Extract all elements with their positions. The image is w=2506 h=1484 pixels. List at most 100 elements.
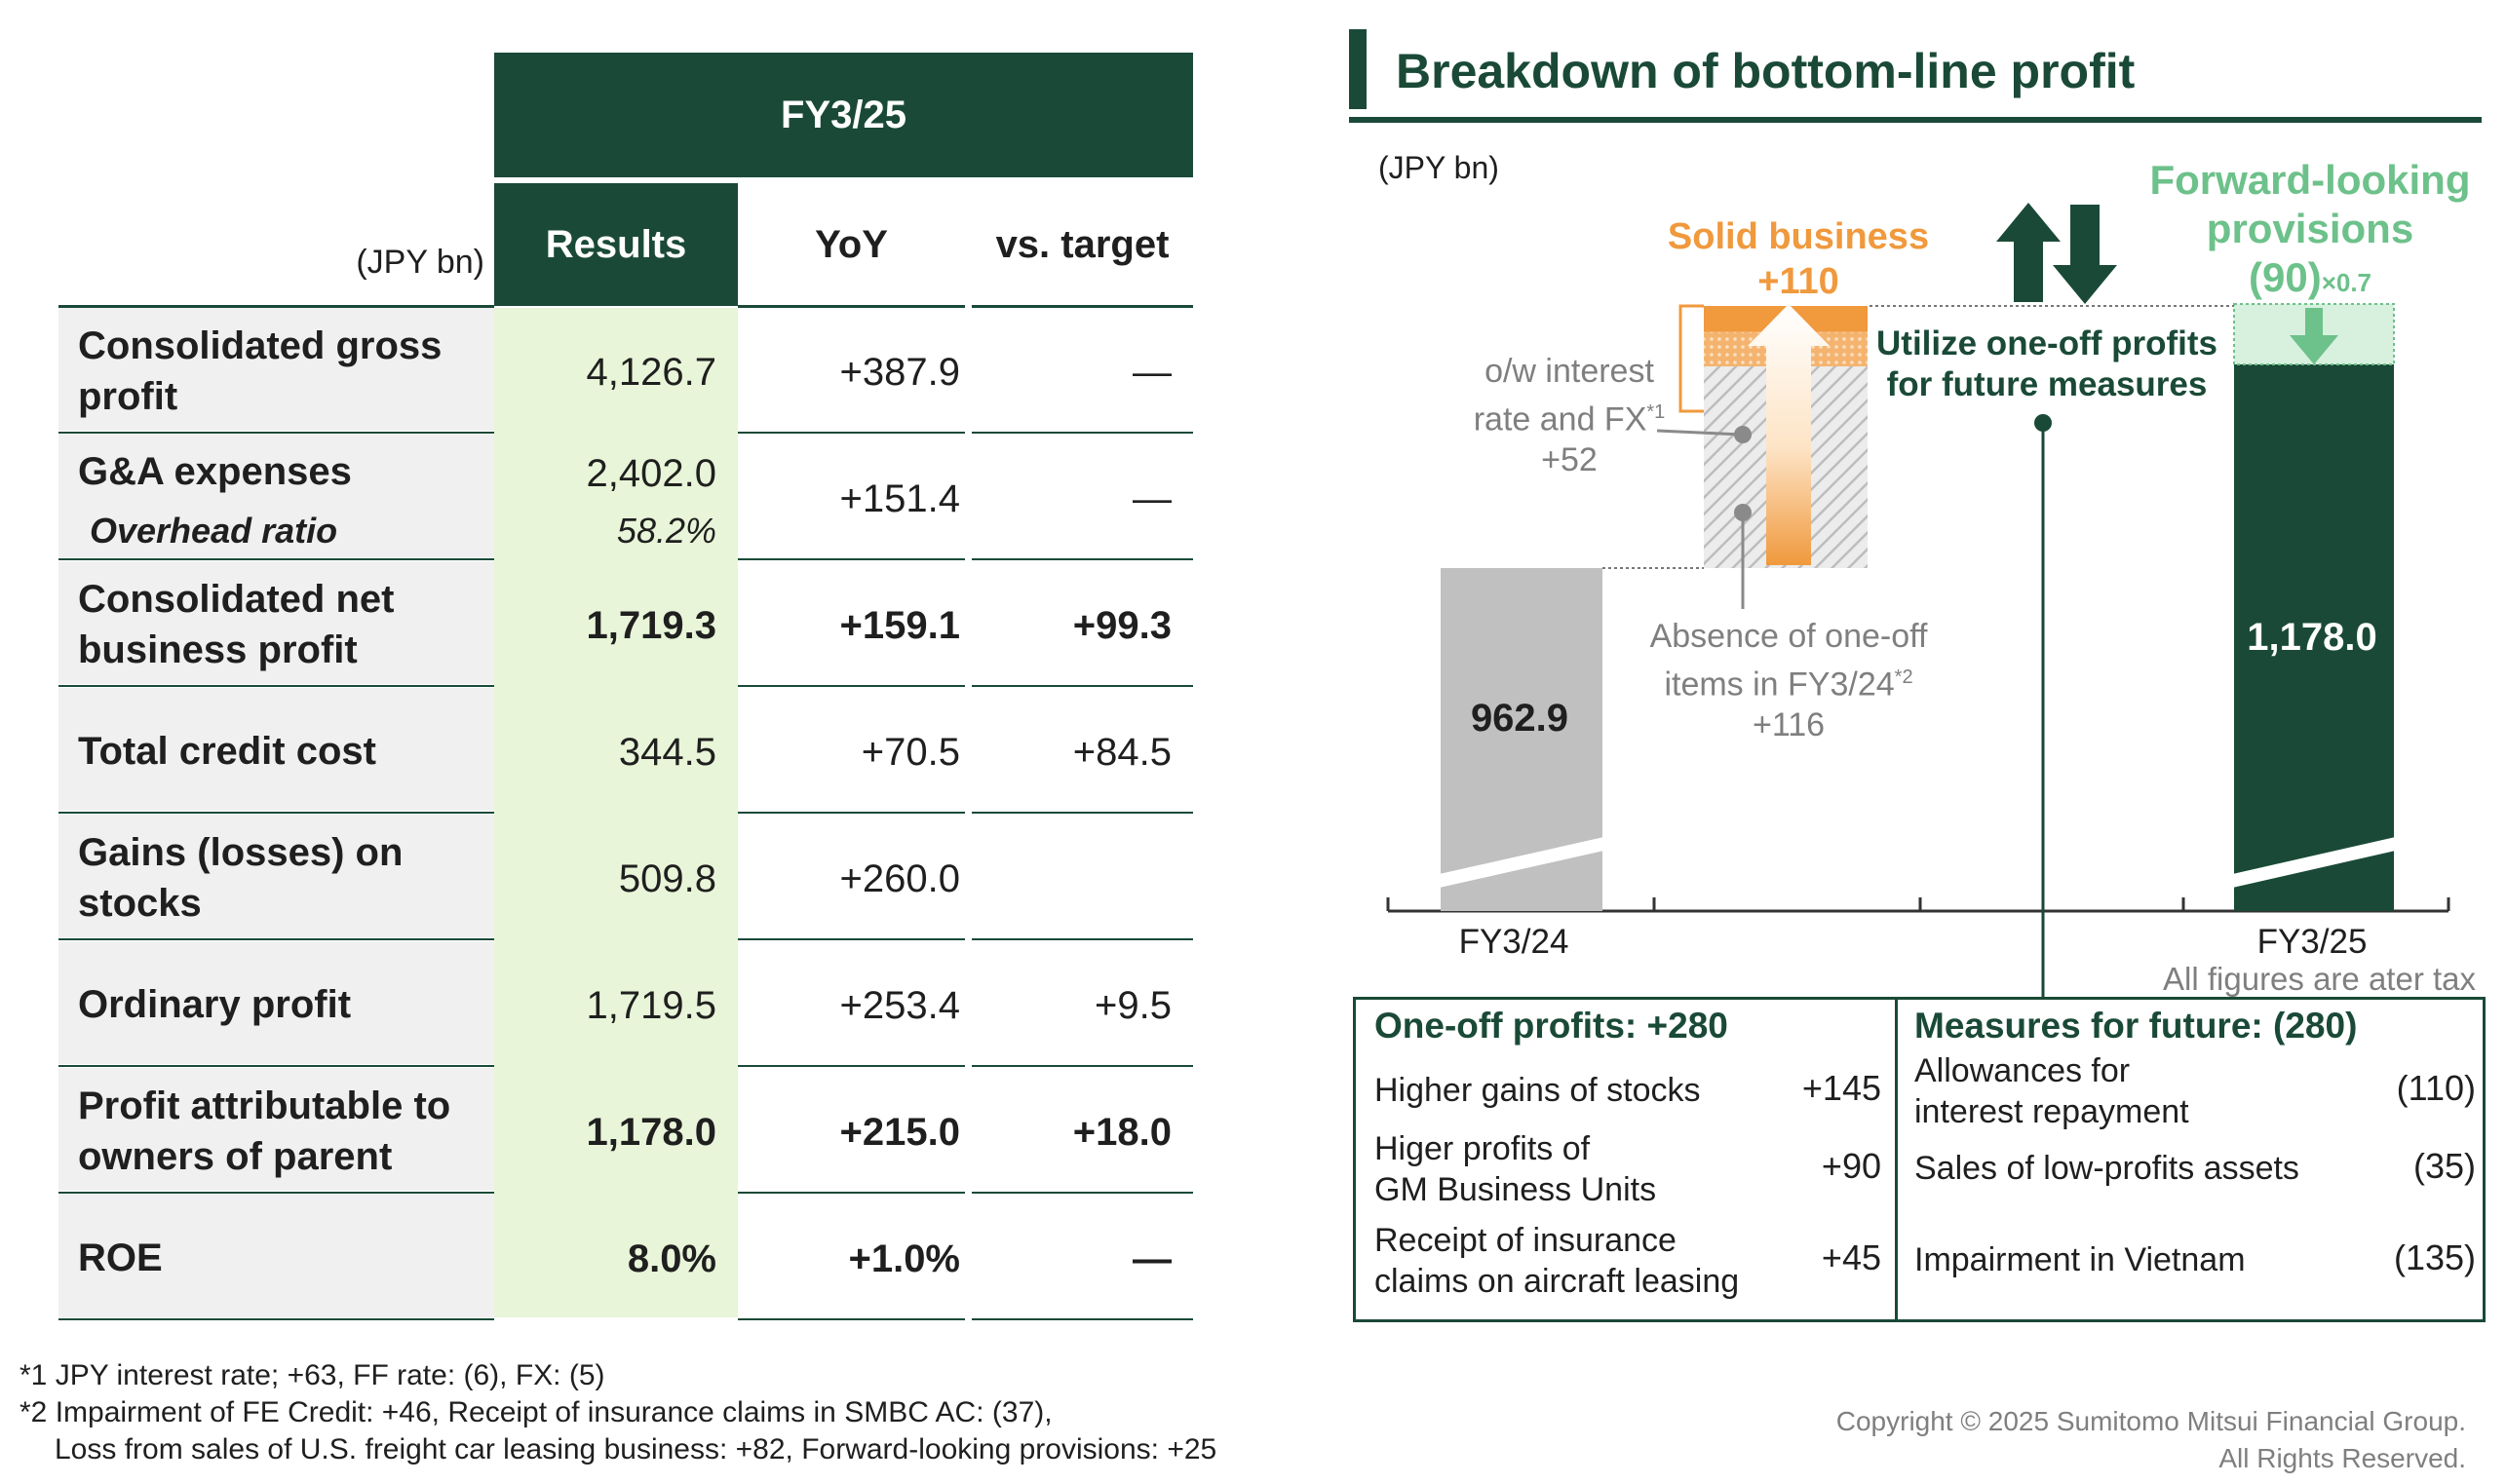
table-cell-yoy: +70.5: [861, 731, 960, 774]
forward-looking-label: Forward-looking provisions (90)×0.7: [2149, 157, 2471, 300]
x-tick-label-fy24: FY3/24: [1458, 923, 1569, 961]
axis-break-fy24: [1435, 836, 1608, 889]
table-row-label-background: [58, 688, 494, 811]
measure-item-label: Sales of low-profits assets: [1914, 1150, 2299, 1187]
table-cell-results: 1,719.5: [586, 984, 716, 1027]
owi-label: o/w interest rate and FX*1 +52: [1473, 353, 1666, 479]
table-cell-yoy: +387.9: [839, 351, 960, 394]
table-row-rule: [58, 685, 494, 687]
table-row-rule: [58, 1318, 494, 1320]
table-row-label-background: [58, 1195, 494, 1317]
table-cell-subvalue: 58.2%: [616, 511, 716, 551]
table-row-label-background: [58, 941, 494, 1064]
one-off-item-value: +90: [1821, 1146, 1881, 1186]
one-off-item-label: Receipt of insurance claims on aircraft l…: [1374, 1222, 1740, 1300]
forward-value: (90): [2248, 254, 2322, 300]
utilize-leader-dot: [2034, 414, 2052, 432]
table-row-rule: [972, 685, 1193, 687]
measure-item-value: (135): [2393, 1237, 2476, 1277]
table-row-rule: [972, 1065, 1193, 1067]
table-row-label: Profit attributable to owners of parent: [78, 1084, 451, 1178]
fy24-value-label: 962.9: [1470, 697, 1569, 740]
table-row-label: Ordinary profit: [78, 983, 352, 1026]
footnote-2-continued: Loss from sales of U.S. freight car leas…: [55, 1433, 1217, 1465]
yoy-column-header: YoY: [815, 222, 888, 266]
table-cell-results: 1,178.0: [586, 1111, 716, 1154]
table-row-rule: [58, 812, 494, 814]
table-row-rule: [58, 558, 494, 560]
table-cell-yoy: +151.4: [839, 477, 960, 520]
table-row-rule: [972, 1192, 1193, 1194]
box-divider: [1895, 997, 1898, 1322]
copyright: Copyright © 2025 Sumitomo Mitsui Financi…: [1835, 1406, 2466, 1473]
table-row-label: Consolidated net business profit: [78, 578, 395, 671]
table-row-rule: [738, 1192, 965, 1194]
bar-fy25: [2234, 364, 2394, 911]
table-row-rule: [972, 432, 1193, 434]
forward-factor: ×0.7: [2321, 268, 2372, 297]
table-row-rule: [58, 1192, 494, 1194]
table-row-rule: [738, 1065, 965, 1067]
table-row-rule: [58, 938, 494, 940]
footnote-1: *1 JPY interest rate; +63, FF rate: (6),…: [19, 1359, 605, 1391]
table-cell-vs-target: —: [1133, 1237, 1172, 1280]
table-cell-yoy: +260.0: [839, 857, 960, 900]
table-cell-vs-target: +84.5: [1072, 731, 1172, 774]
table-cell-results: 4,126.7: [586, 351, 716, 394]
owi-leader-dot: [1734, 426, 1752, 443]
table-cell-yoy: +253.4: [839, 984, 960, 1027]
table-row-rule: [58, 432, 494, 434]
table-row-rule: [58, 1065, 494, 1067]
one-off-item-label: Higher gains of stocks: [1374, 1072, 1701, 1109]
utilize-label: Utilize one-off profits for future measu…: [1876, 324, 2217, 403]
chart-title: Breakdown of bottom-line profit: [1396, 44, 2136, 98]
table-cell-vs-target: +18.0: [1072, 1111, 1172, 1154]
table-unit-label: (JPY bn): [356, 244, 484, 281]
table-row-rule: [738, 685, 965, 687]
table-row-rule: [738, 432, 965, 434]
table-cell-vs-target: —: [1133, 477, 1172, 520]
results-column-background: [494, 308, 738, 1317]
measures-for-future-title: Measures for future: (280): [1914, 1006, 2358, 1046]
one-off-item-label: Higer profits of GM Business Units: [1374, 1130, 1657, 1208]
chart-unit-label: (JPY bn): [1378, 150, 1499, 185]
table-row-rule: [972, 1318, 1193, 1320]
measure-item-label: Allowances for interest repayment: [1914, 1052, 2189, 1130]
table-cell-yoy: +1.0%: [848, 1237, 960, 1280]
header-rule: [972, 305, 1193, 308]
table-row-label: Consolidated gross profit: [78, 324, 443, 418]
vs-target-column-header: vs. target: [995, 222, 1170, 266]
results-column-header: Results: [494, 183, 738, 306]
table-cell-results: 2,402.0: [586, 452, 716, 495]
title-accent-bar: [1349, 29, 1367, 109]
table-row-label-background: [58, 561, 494, 684]
x-tick-label-fy25: FY3/25: [2256, 923, 2368, 961]
solid-business-value: +110: [1757, 261, 1839, 302]
table-row-rule: [738, 558, 965, 560]
solid-business-arrow: [1748, 304, 1830, 565]
table-cell-results: 509.8: [618, 857, 716, 900]
table-row-label: Total credit cost: [78, 730, 376, 773]
measure-item-value: (35): [2412, 1146, 2476, 1186]
table-row-label: ROE: [78, 1237, 163, 1279]
fy25-value-label: 1,178.0: [2247, 616, 2377, 659]
table-cell-yoy: +159.1: [839, 604, 960, 647]
solid-business-brace: [1678, 304, 1704, 413]
measure-item-value: (110): [2396, 1068, 2476, 1108]
table-row-rule: [972, 938, 1193, 940]
table-row-label-background: [58, 815, 494, 937]
axis-break-fy25: [2228, 836, 2400, 889]
table-row-rule: [738, 938, 965, 940]
header-rule: [58, 305, 494, 308]
table-cell-vs-target: —: [1133, 351, 1172, 394]
table-row-label: Gains (losses) on stocks: [78, 831, 404, 925]
one-off-profits-title: One-off profits: +280: [1374, 1006, 1728, 1046]
table-cell-results: 1,719.3: [586, 604, 716, 647]
up-arrow-icon: [1996, 203, 2061, 302]
absence-label: Absence of one-off items in FY3/24*2 +11…: [1649, 618, 1928, 744]
table-row-sublabel: Overhead ratio: [90, 511, 338, 551]
one-off-breakdown-box: [1353, 997, 2486, 1322]
one-off-item-value: +145: [1801, 1068, 1881, 1108]
title-underline: [1349, 117, 2482, 123]
